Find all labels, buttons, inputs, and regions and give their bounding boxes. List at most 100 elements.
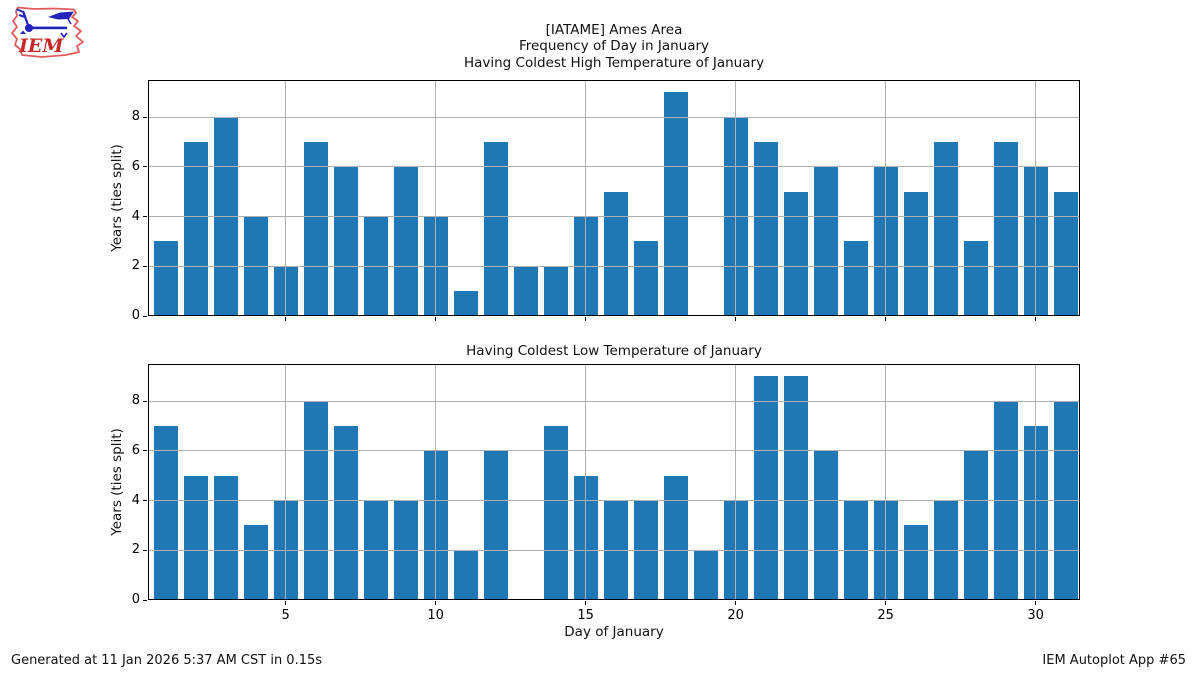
bar-day-11 [453, 291, 478, 316]
bar-day-28 [963, 450, 988, 600]
title-line-1: [IATAME] Ames Area [545, 22, 683, 38]
bar-day-31 [1053, 191, 1078, 316]
bar-day-21 [753, 142, 778, 316]
iem-logo-text: IEM [18, 35, 64, 57]
bar-day-23 [813, 166, 838, 316]
y-tick-label-4: 4 [131, 208, 140, 224]
bar-day-16 [603, 191, 628, 316]
bar-day-26 [903, 191, 928, 316]
bar-day-12 [483, 450, 508, 600]
bar-day-13 [513, 266, 538, 316]
x-tick-mark-15 [585, 601, 587, 605]
y-tick-mark-6 [143, 450, 147, 452]
y-tick-label-2: 2 [131, 258, 140, 274]
x-tick-mark-20 [735, 601, 737, 605]
bar-day-26 [903, 525, 928, 600]
bar-day-14 [543, 266, 568, 316]
y-tick-label-8: 8 [131, 109, 140, 125]
iowa-state-outline-weather-vane-icon: IEM [11, 6, 84, 58]
y-tick-mark-8 [143, 400, 147, 402]
y-tick-mark-8 [143, 116, 147, 118]
y-tick-mark-4 [143, 500, 147, 502]
title-line-2: Frequency of Day in January [518, 38, 710, 55]
x-tick-label-15: 15 [577, 608, 594, 623]
h-gridline-2 [148, 549, 1080, 551]
y-tick-label-6: 6 [131, 442, 140, 458]
y-tick-label-0: 0 [131, 308, 140, 323]
bar-day-23 [813, 450, 838, 600]
bar-day-1 [153, 241, 178, 316]
bar-day-22 [783, 191, 808, 316]
y-tick-mark-6 [143, 166, 147, 168]
x-tick-mark-25 [885, 601, 887, 605]
bottom-chart-plot-area: 0 2 4 6 8 5 10 15 20 25 30 [132, 364, 1080, 623]
x-tick-mark-15 [585, 317, 587, 321]
v-gridline-15 [585, 364, 587, 600]
x-axis-label: Day of January [564, 624, 664, 640]
bar-day-17 [633, 241, 658, 316]
v-gridline-5 [285, 80, 287, 316]
h-gridline-8 [148, 400, 1080, 402]
bar-day-14 [543, 426, 568, 600]
x-tick-mark-20 [735, 317, 737, 321]
bar-day-29 [993, 142, 1018, 316]
y-tick-mark-4 [143, 216, 147, 218]
bar-day-24 [843, 241, 868, 316]
x-tick-mark-25 [885, 317, 887, 321]
top-chart-y-axis-label: Years (ties split) [109, 144, 125, 252]
generated-timestamp: Generated at 11 Jan 2026 5:37 AM CST in … [11, 653, 323, 668]
bar-day-9 [393, 166, 418, 316]
bar-day-12 [483, 142, 508, 316]
bar-day-18 [663, 92, 688, 316]
figure-title: [IATAME] Ames Area Frequency of Day in J… [148, 22, 1080, 71]
x-tick-mark-5 [285, 317, 287, 321]
top-chart-plot-area: 0 2 4 6 8 [132, 80, 1080, 323]
y-tick-mark-2 [143, 549, 147, 551]
y-tick-label-2: 2 [131, 542, 140, 558]
bottom-chart-y-axis-label: Years (ties split) [109, 428, 125, 536]
x-tick-label-10: 10 [427, 608, 444, 623]
bar-day-2 [183, 475, 208, 600]
bar-day-28 [963, 241, 988, 316]
h-gridline-8 [148, 116, 1080, 118]
x-tick-label-5: 5 [281, 608, 290, 623]
h-gridline-2 [148, 265, 1080, 267]
bar-day-4 [243, 525, 268, 600]
bar-day-6 [303, 142, 328, 316]
x-tick-mark-10 [435, 601, 437, 605]
x-tick-mark-10 [435, 317, 437, 321]
x-tick-mark-30 [1035, 601, 1037, 605]
top-chart-title: Having Coldest High Temperature of Janua… [463, 54, 765, 71]
v-gridline-20 [735, 80, 737, 316]
x-tick-label-30: 30 [1027, 608, 1044, 623]
h-gridline-6 [148, 166, 1080, 168]
x-tick-label-20: 20 [727, 608, 744, 623]
v-gridline-10 [435, 364, 437, 600]
v-gridline-15 [585, 80, 587, 316]
bar-day-21 [753, 376, 778, 600]
bar-day-7 [333, 166, 358, 316]
bar-day-2 [183, 142, 208, 316]
y-tick-mark-0 [143, 315, 147, 317]
x-tick-mark-30 [1035, 317, 1037, 321]
bar-day-3 [213, 475, 238, 600]
y-tick-label-8: 8 [131, 393, 140, 409]
bar-day-19 [693, 550, 718, 600]
v-gridline-10 [435, 80, 437, 316]
v-gridline-30 [1035, 80, 1037, 316]
y-tick-label-4: 4 [131, 492, 140, 508]
v-gridline-5 [285, 364, 287, 600]
bar-day-7 [333, 426, 358, 600]
v-gridline-25 [885, 80, 887, 316]
y-tick-mark-2 [143, 265, 147, 267]
bar-day-1 [153, 426, 178, 600]
v-gridline-30 [1035, 364, 1037, 600]
bottom-chart-title: Having Coldest Low Temperature of Januar… [466, 343, 762, 359]
y-tick-label-6: 6 [131, 158, 140, 174]
iem-logo: IEM [11, 6, 84, 58]
bar-day-11 [453, 550, 478, 600]
x-tick-mark-5 [285, 601, 287, 605]
v-gridline-20 [735, 364, 737, 600]
h-gridline-6 [148, 450, 1080, 452]
